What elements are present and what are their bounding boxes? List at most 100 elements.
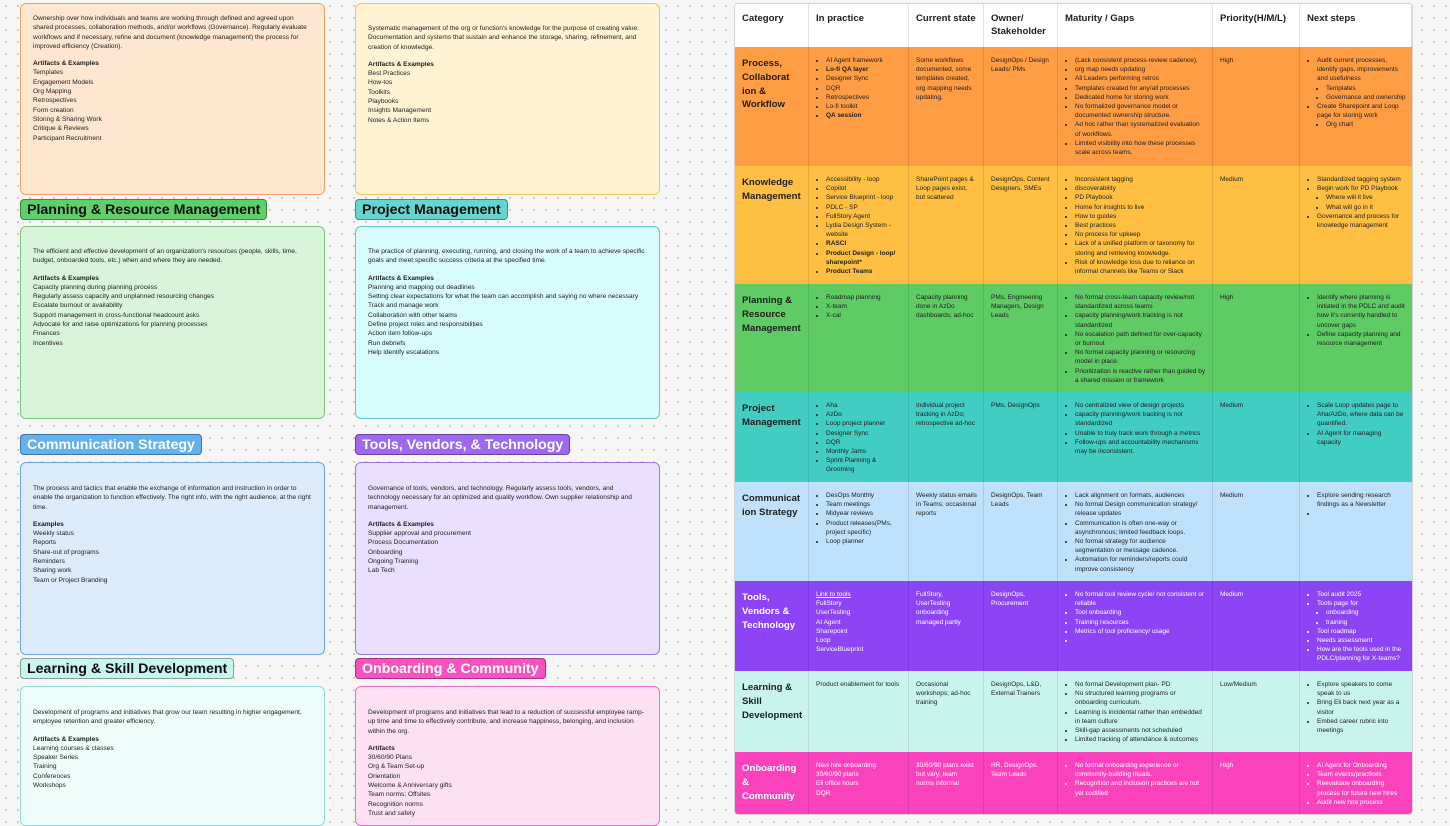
card-item: Participant Recruitment bbox=[33, 134, 102, 142]
card-item: Welcome & Anniversary gifts bbox=[368, 782, 452, 790]
knowledge-management-card[interactable]: Systematic management of the org or func… bbox=[355, 3, 660, 195]
row-category: Onboarding & Community bbox=[735, 752, 809, 814]
row-current-state: 30/60/90 plans exist but vary; team norm… bbox=[909, 752, 984, 814]
row-maturity-gaps: No formal Development plan- PD No struct… bbox=[1058, 671, 1213, 752]
table-row-learning[interactable]: Learning & Skill Development Product ena… bbox=[735, 671, 1412, 752]
table-row-knowledge[interactable]: Knowledge Management Accessibility - loo… bbox=[735, 166, 1412, 284]
card-item: Reminders bbox=[33, 558, 65, 566]
ops-maturity-table[interactable]: Category In practice Current state Owner… bbox=[734, 3, 1413, 815]
card-heading: Artifacts bbox=[368, 744, 395, 752]
table-row-project[interactable]: Project Management Aha AzDo Loop project… bbox=[735, 392, 1412, 482]
row-in-practice: Roadmap planning X-team X-cal bbox=[809, 284, 909, 392]
card-item: Team or Project Branding bbox=[33, 576, 108, 584]
table-row-planning[interactable]: Planning & Resource Management Roadmap p… bbox=[735, 284, 1412, 392]
card-item: Notes & Action Items bbox=[368, 116, 430, 124]
row-category: Tools, Vendors & Technology bbox=[735, 581, 809, 671]
card-item: Toolkits bbox=[368, 88, 390, 96]
onboarding-community-card[interactable]: Development of programs and initiatives … bbox=[355, 686, 660, 826]
table-header-row: Category In practice Current state Owner… bbox=[735, 4, 1412, 47]
project-management-card[interactable]: The practice of planning, executing, run… bbox=[355, 226, 660, 419]
row-next-steps: Audit current processes, identify gaps, … bbox=[1300, 47, 1412, 166]
row-current-state: SharePoint pages & Loop pages exist, but… bbox=[909, 166, 984, 284]
card-description: Development of programs and initiatives … bbox=[368, 709, 644, 735]
table-row-communication[interactable]: Communicat ion Strategy DesOps Monthly T… bbox=[735, 482, 1412, 581]
card-item: Workshops bbox=[33, 782, 66, 790]
row-next-steps: Identify where planning is initiated in … bbox=[1300, 284, 1412, 392]
column-header-category[interactable]: Category bbox=[735, 4, 809, 47]
card-item: Setting clear expectations for what the … bbox=[368, 293, 639, 301]
row-in-practice: DesOps Monthly Team meetings Midyear rev… bbox=[809, 482, 909, 581]
card-item: Trust and safety bbox=[368, 809, 416, 817]
card-item: Training bbox=[33, 763, 57, 771]
row-current-state: Weekly status emails in Teams; occasiona… bbox=[909, 482, 984, 581]
card-item: Engagement Models bbox=[33, 78, 94, 86]
row-priority: High bbox=[1213, 752, 1300, 814]
column-header-current-state[interactable]: Current state bbox=[909, 4, 984, 47]
communication-strategy-card[interactable]: The process and tactics that enable the … bbox=[20, 462, 325, 655]
card-item: Track and manage work bbox=[368, 302, 439, 310]
card-item: Orientation bbox=[368, 772, 401, 780]
communication-strategy-title[interactable]: Communication Strategy bbox=[20, 434, 202, 455]
row-current-state: Capacity planning done in AzDo dashboard… bbox=[909, 284, 984, 392]
card-item: Best Practices bbox=[368, 70, 411, 78]
table-row-onboarding[interactable]: Onboarding & Community New hire onboardi… bbox=[735, 752, 1412, 814]
planning-resource-card[interactable]: The efficient and effective development … bbox=[20, 226, 325, 419]
card-item: Reports bbox=[33, 539, 57, 547]
row-in-practice: Link to tools FullStory UserTesting AI A… bbox=[809, 581, 909, 671]
card-item: Ongoing Training bbox=[368, 558, 419, 566]
link-to-tools[interactable]: Link to tools bbox=[816, 591, 851, 598]
column-header-owner[interactable]: Owner/ Stakeholder bbox=[984, 4, 1058, 47]
tools-vendors-title[interactable]: Tools, Vendors, & Technology bbox=[355, 434, 571, 455]
column-header-priority[interactable]: Priority(H/M/L) bbox=[1213, 4, 1300, 47]
row-maturity-gaps: No formal onboarding experience or commu… bbox=[1058, 752, 1213, 814]
card-item: 30/60/90 Plans bbox=[368, 754, 412, 762]
row-next-steps: Tool audit 2025 Tools page for onboardin… bbox=[1300, 581, 1412, 671]
card-item: Action item follow-ups bbox=[368, 330, 433, 338]
row-maturity-gaps: No formal tool review cycle/ not consist… bbox=[1058, 581, 1213, 671]
card-description: Ownership over how individuals and teams… bbox=[33, 15, 307, 50]
row-in-practice: Aha AzDo Loop project planner Designer S… bbox=[809, 392, 909, 482]
row-category: Communicat ion Strategy bbox=[735, 482, 809, 581]
card-item: Onboarding bbox=[368, 548, 403, 556]
row-owner: PMs, Engineering Managers, Design Leads bbox=[984, 284, 1058, 392]
card-item: Sharing work bbox=[33, 567, 72, 575]
card-item: Templates bbox=[33, 69, 64, 77]
row-owner: DesignOps, Team Leads bbox=[984, 482, 1058, 581]
tools-vendors-card[interactable]: Governance of tools, vendors, and techno… bbox=[355, 462, 660, 655]
column-header-maturity-gaps[interactable]: Maturity / Gaps bbox=[1058, 4, 1213, 47]
row-priority: High bbox=[1213, 47, 1300, 166]
card-item: Speaker Series bbox=[33, 754, 79, 762]
card-description: Development of programs and initiatives … bbox=[33, 709, 302, 726]
card-item: Capacity planning during planning proces… bbox=[33, 283, 158, 291]
card-item: Run debriefs bbox=[368, 339, 406, 347]
process-workflow-card[interactable]: Ownership over how individuals and teams… bbox=[20, 3, 325, 195]
card-heading: Artifacts & Examples bbox=[33, 735, 99, 743]
card-item: Finances bbox=[33, 330, 60, 338]
card-heading: Artifacts & Examples bbox=[33, 274, 99, 282]
row-category: Learning & Skill Development bbox=[735, 671, 809, 752]
card-description: The efficient and effective development … bbox=[33, 248, 297, 265]
planning-resource-title[interactable]: Planning & Resource Management bbox=[20, 199, 268, 220]
card-item: Weekly status bbox=[33, 530, 74, 538]
onboarding-community-title[interactable]: Onboarding & Community bbox=[355, 658, 546, 679]
card-item: Collaboration with other teams bbox=[368, 311, 458, 319]
card-item: Org & Team Set-up bbox=[368, 763, 425, 771]
table-row-tools[interactable]: Tools, Vendors & Technology Link to tool… bbox=[735, 581, 1412, 671]
card-item: Escalate burnout or availability bbox=[33, 302, 123, 310]
column-header-next-steps[interactable]: Next steps bbox=[1300, 4, 1412, 47]
learning-skill-card[interactable]: Development of programs and initiatives … bbox=[20, 686, 325, 826]
card-item: Org Mapping bbox=[33, 88, 72, 96]
row-current-state: Occasional workshops; ad-hoc training bbox=[909, 671, 984, 752]
row-owner: PMs, DesignOps bbox=[984, 392, 1058, 482]
project-management-title[interactable]: Project Management bbox=[355, 199, 508, 220]
row-priority: Medium bbox=[1213, 392, 1300, 482]
column-header-in-practice[interactable]: In practice bbox=[809, 4, 909, 47]
row-next-steps: Scale Loop updates page to Aha/AzDo, whe… bbox=[1300, 392, 1412, 482]
table-row-process[interactable]: Process, Collaborat ion & Workflow AI Ag… bbox=[735, 47, 1412, 166]
row-current-state: Some workflows documented, some template… bbox=[909, 47, 984, 166]
row-category: Knowledge Management bbox=[735, 166, 809, 284]
learning-skill-title[interactable]: Learning & Skill Development bbox=[20, 658, 235, 679]
card-item: Insights Management bbox=[368, 107, 432, 115]
card-item: Team norms; Offsites bbox=[368, 791, 431, 799]
row-priority: High bbox=[1213, 284, 1300, 392]
